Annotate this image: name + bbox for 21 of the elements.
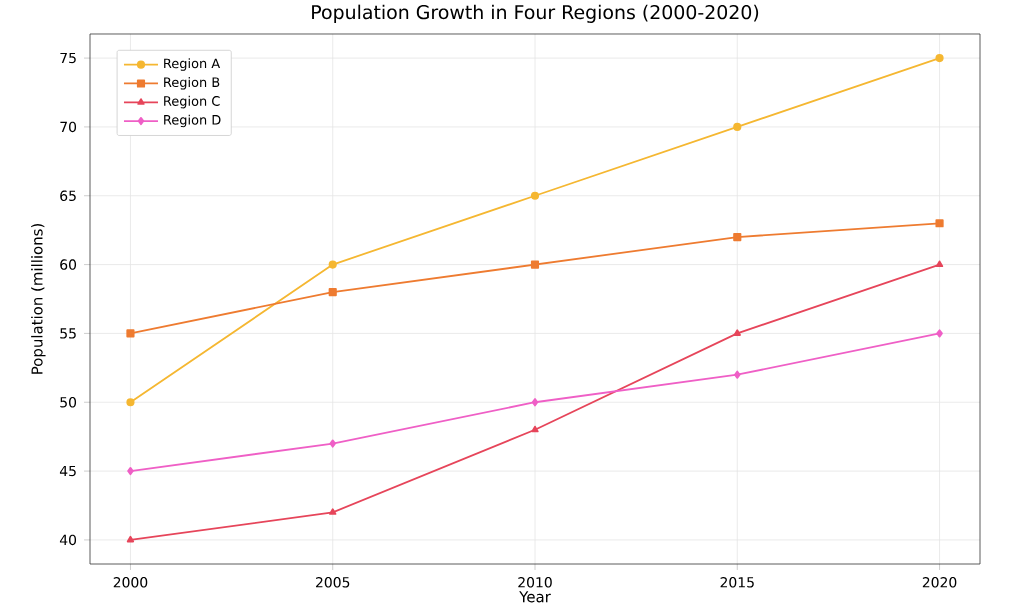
point — [328, 288, 337, 297]
point — [935, 219, 944, 228]
point — [733, 370, 741, 379]
chart-title: Population Growth in Four Regions (2000-2020) — [312, 4, 759, 23]
point — [127, 466, 134, 476]
point — [126, 398, 135, 407]
point — [530, 191, 540, 200]
point — [329, 508, 337, 515]
point — [126, 535, 135, 543]
point — [328, 260, 337, 269]
point — [733, 122, 742, 131]
point — [329, 439, 337, 448]
point — [530, 260, 540, 269]
point — [935, 53, 944, 63]
point — [126, 329, 135, 338]
point — [936, 329, 943, 338]
point — [733, 329, 741, 336]
point — [531, 398, 539, 407]
point — [531, 425, 539, 433]
point — [935, 260, 944, 268]
point — [733, 232, 742, 242]
